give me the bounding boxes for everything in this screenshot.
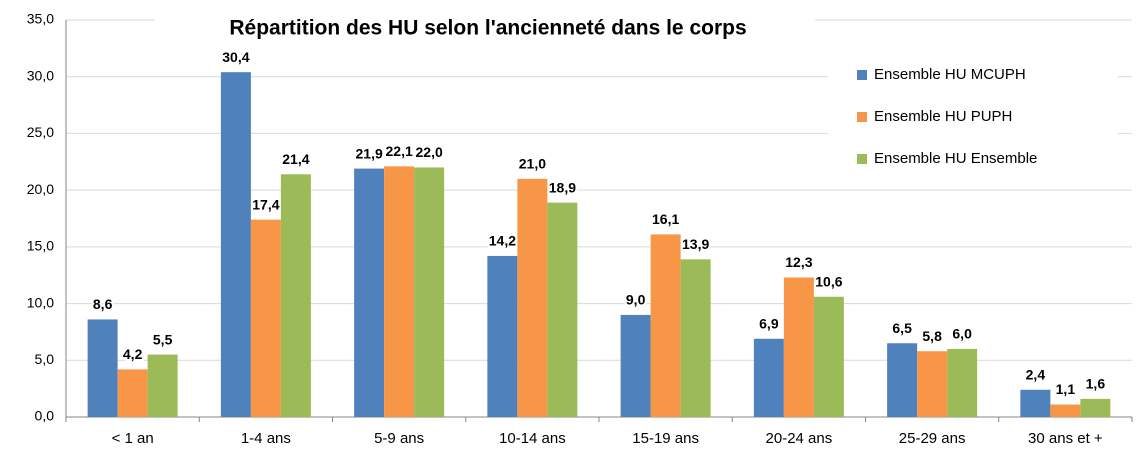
data-label: 5,8	[922, 328, 942, 344]
y-tick-label: 15,0	[27, 238, 54, 254]
data-label: 22,0	[416, 144, 443, 160]
y-tick-label: 20,0	[27, 181, 54, 197]
bar	[947, 348, 978, 417]
x-tick-label: 1-4 ans	[241, 430, 291, 447]
data-label: 6,9	[759, 315, 779, 331]
bar	[147, 354, 178, 417]
y-tick-label: 10,0	[27, 294, 54, 310]
legend: Ensemble HU MCUPH Ensemble HU PUPH Ensembl…	[857, 66, 1037, 167]
data-label: 16,1	[652, 211, 679, 227]
data-label: 30,4	[222, 49, 249, 65]
bar	[813, 296, 844, 417]
bar	[1020, 389, 1051, 417]
bar	[354, 168, 385, 417]
chart-title: Répartition des HU selon l'ancienneté da…	[229, 17, 746, 40]
legend-swatch	[857, 70, 867, 80]
data-label: 13,9	[682, 236, 709, 252]
bar	[680, 259, 711, 417]
legend-label: Ensemble HU Ensemble	[874, 150, 1037, 167]
x-tick-label: 10-14 ans	[499, 430, 566, 447]
data-label: 1,6	[1086, 376, 1106, 392]
bar	[517, 178, 548, 417]
legend-label: Ensemble HU MCUPH	[874, 66, 1026, 83]
bar	[887, 343, 918, 417]
data-label: 5,5	[153, 331, 173, 347]
bar	[620, 314, 651, 417]
y-tick-label: 25,0	[27, 124, 54, 140]
bar	[547, 202, 578, 417]
title-background	[155, 12, 815, 46]
legend-swatch	[857, 154, 867, 164]
legend-background	[828, 56, 1118, 180]
x-tick-label: 20-24 ans	[766, 430, 833, 447]
bar	[487, 255, 518, 417]
legend-label: Ensemble HU PUPH	[874, 108, 1012, 125]
data-label: 6,0	[952, 326, 972, 342]
y-tick-label: 30,0	[27, 67, 54, 83]
y-tick-label: 35,0	[27, 11, 54, 27]
bar	[117, 369, 148, 417]
x-tick-label: < 1 an	[112, 430, 154, 447]
bar	[917, 351, 948, 417]
bar	[783, 277, 814, 417]
data-label: 9,0	[626, 292, 646, 308]
data-label: 17,4	[252, 196, 279, 212]
legend-swatch	[857, 112, 867, 122]
bar	[384, 166, 415, 417]
data-label: 6,5	[892, 320, 912, 336]
bar	[220, 72, 251, 418]
data-label: 21,9	[356, 145, 383, 161]
y-tick-label: 5,0	[35, 351, 55, 367]
data-label: 22,1	[386, 143, 413, 159]
bar	[753, 338, 784, 417]
bar	[250, 219, 281, 417]
y-tick-label: 0,0	[35, 408, 55, 424]
bar	[414, 167, 445, 417]
data-label: 21,0	[519, 156, 546, 172]
x-tick-label: 15-19 ans	[632, 430, 699, 447]
data-label: 12,3	[785, 254, 812, 270]
bar	[1080, 398, 1111, 417]
x-tick-label: 5-9 ans	[374, 430, 424, 447]
data-label: 21,4	[282, 151, 309, 167]
x-tick-label: 30 ans et +	[1028, 430, 1103, 447]
bar	[280, 174, 311, 417]
data-label: 10,6	[815, 273, 842, 289]
data-label: 18,9	[549, 179, 576, 195]
x-tick-label: 25-29 ans	[899, 430, 966, 447]
bar	[87, 319, 118, 417]
bar	[1050, 404, 1081, 417]
data-label: 4,2	[123, 346, 143, 362]
data-label: 14,2	[489, 233, 516, 249]
bars: 8,6 4,2 5,5 30,4 17,4 21,4 21,9 22,1 22,0 14,2 21,…	[87, 47, 1111, 418]
data-label: 8,6	[93, 296, 113, 312]
bar	[650, 234, 681, 417]
data-label: 1,1	[1056, 381, 1076, 397]
data-label: 2,4	[1026, 366, 1046, 382]
